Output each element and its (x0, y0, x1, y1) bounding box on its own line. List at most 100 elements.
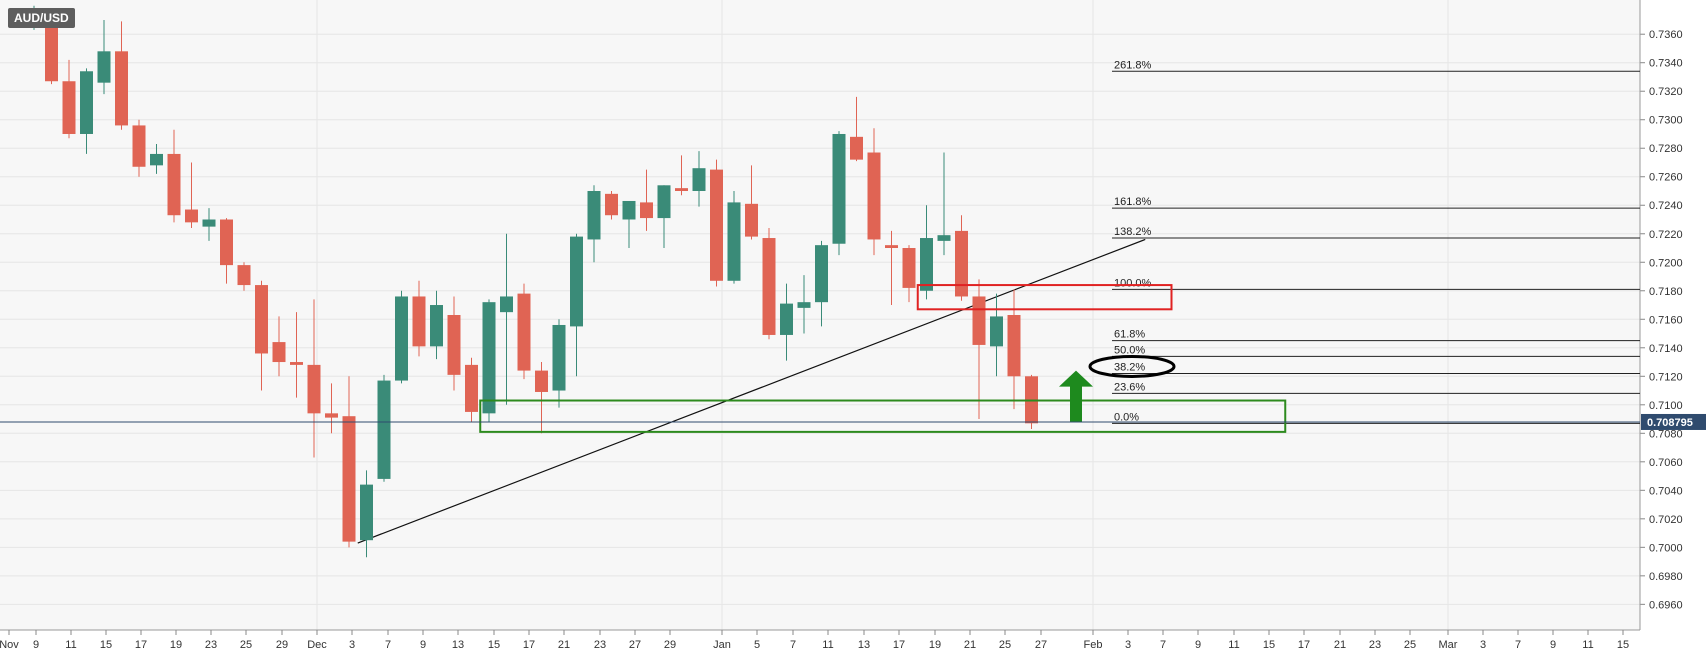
candle-body (132, 125, 146, 167)
candle-body (535, 370, 548, 392)
candle-body (850, 136, 863, 160)
up-arrow (1059, 370, 1093, 422)
x-tick-label: 17 (1298, 639, 1310, 651)
candle-body (342, 416, 356, 542)
candle-body (972, 296, 986, 345)
x-tick-label: 25 (240, 639, 252, 651)
candle-body (727, 202, 741, 281)
candle-body (80, 71, 93, 134)
x-tick-label: Nov (0, 639, 19, 651)
x-tick-label: 15 (100, 639, 112, 651)
candle-body (640, 202, 653, 219)
resistance-zone-box (916, 284, 1173, 311)
y-tick-label: 0.7240 (1649, 200, 1683, 212)
x-tick-label: 3 (349, 639, 355, 651)
candle-body (710, 169, 723, 281)
fib-label: 38.2% (1114, 361, 1145, 373)
x-tick-label: 11 (1582, 639, 1593, 651)
y-tick-label: 0.7060 (1649, 457, 1683, 469)
fib-label: 261.8% (1114, 59, 1152, 71)
x-tick-label: 7 (385, 639, 391, 651)
x-tick-label: 9 (420, 639, 426, 651)
candle-body (745, 203, 758, 237)
x-tick-label: 7 (1160, 639, 1166, 651)
x-tick-label: 15 (488, 639, 500, 651)
x-tick-label: 21 (558, 639, 570, 651)
current-price-tag (1641, 413, 1706, 430)
x-tick-label: 17 (523, 639, 535, 651)
plot-background (0, 0, 1640, 630)
x-tick-label: 27 (1035, 639, 1047, 651)
x-tick-label: 3 (1480, 639, 1486, 651)
candle-body (447, 315, 461, 375)
y-tick-label: 0.7280 (1649, 143, 1683, 155)
candle-body (465, 364, 478, 412)
candle-body (255, 285, 268, 354)
candle-body (622, 200, 636, 220)
candle-body (202, 219, 216, 227)
x-tick-label: 11 (65, 639, 76, 651)
x-tick-label: 19 (929, 639, 941, 651)
y-tick-label: 0.7300 (1649, 115, 1683, 127)
candle-body (237, 265, 251, 286)
fib-label: 0.0% (1114, 411, 1139, 423)
x-tick-label: 23 (594, 639, 606, 651)
x-tick-label: 15 (1617, 639, 1629, 651)
price-axis-background (1640, 0, 1707, 655)
x-tick-label: 7 (790, 639, 796, 651)
candle-body (115, 51, 128, 126)
x-tick-label: 15 (1263, 639, 1275, 651)
candle-body (395, 296, 408, 381)
x-tick-label: Mar (1439, 639, 1458, 651)
x-tick-label: Feb (1084, 639, 1103, 651)
x-tick-label: 9 (1550, 639, 1556, 651)
y-tick-label: 0.7200 (1649, 257, 1683, 269)
support-zone-box (479, 399, 1287, 433)
x-tick-label: 13 (452, 639, 464, 651)
fib-label: 61.8% (1114, 329, 1145, 341)
current-price-label: 0.708795 (1647, 417, 1693, 429)
candle-body (325, 413, 338, 418)
y-tick-label: 0.7180 (1649, 286, 1683, 298)
x-tick-label: 27 (629, 639, 641, 651)
candle-body (45, 15, 58, 82)
x-tick-label: 11 (1228, 639, 1239, 651)
x-tick-label: 5 (754, 639, 760, 651)
x-tick-label: Jan (713, 639, 731, 651)
candle-body (605, 193, 618, 216)
y-tick-label: 0.7080 (1649, 428, 1683, 440)
candle-body (675, 188, 688, 191)
y-tick-label: 0.7160 (1649, 314, 1683, 326)
candle-body (657, 185, 671, 219)
candle-body (430, 305, 443, 347)
fib-label: 100.0% (1114, 277, 1152, 289)
candle-body (290, 362, 303, 365)
candle-body (832, 133, 846, 244)
candle-body (552, 324, 566, 391)
fib-highlight-ellipse (1088, 354, 1176, 378)
candle-body (482, 302, 496, 414)
fib-label: 50.0% (1114, 344, 1145, 356)
x-tick-label: 25 (999, 639, 1011, 651)
time-axis-background (0, 630, 1640, 655)
candle-body (692, 168, 706, 191)
y-tick-label: 0.7000 (1649, 542, 1683, 554)
x-tick-label: 9 (33, 639, 39, 651)
candle-body (220, 219, 233, 266)
candle-body (517, 293, 531, 371)
symbol-label: AUD/USD (8, 8, 75, 28)
candle-body (97, 51, 111, 83)
y-tick-label: 0.7220 (1649, 229, 1683, 241)
x-tick-label: 3 (1125, 639, 1131, 651)
fib-label: 23.6% (1114, 381, 1145, 393)
x-tick-label: 17 (893, 639, 905, 651)
candle-body (377, 380, 391, 479)
y-tick-label: 0.7360 (1649, 29, 1683, 41)
y-tick-label: 0.7040 (1649, 485, 1683, 497)
x-tick-label: 9 (1195, 639, 1201, 651)
candle-body (307, 364, 321, 414)
candle-body (762, 238, 776, 335)
x-tick-label: 25 (1404, 639, 1416, 651)
